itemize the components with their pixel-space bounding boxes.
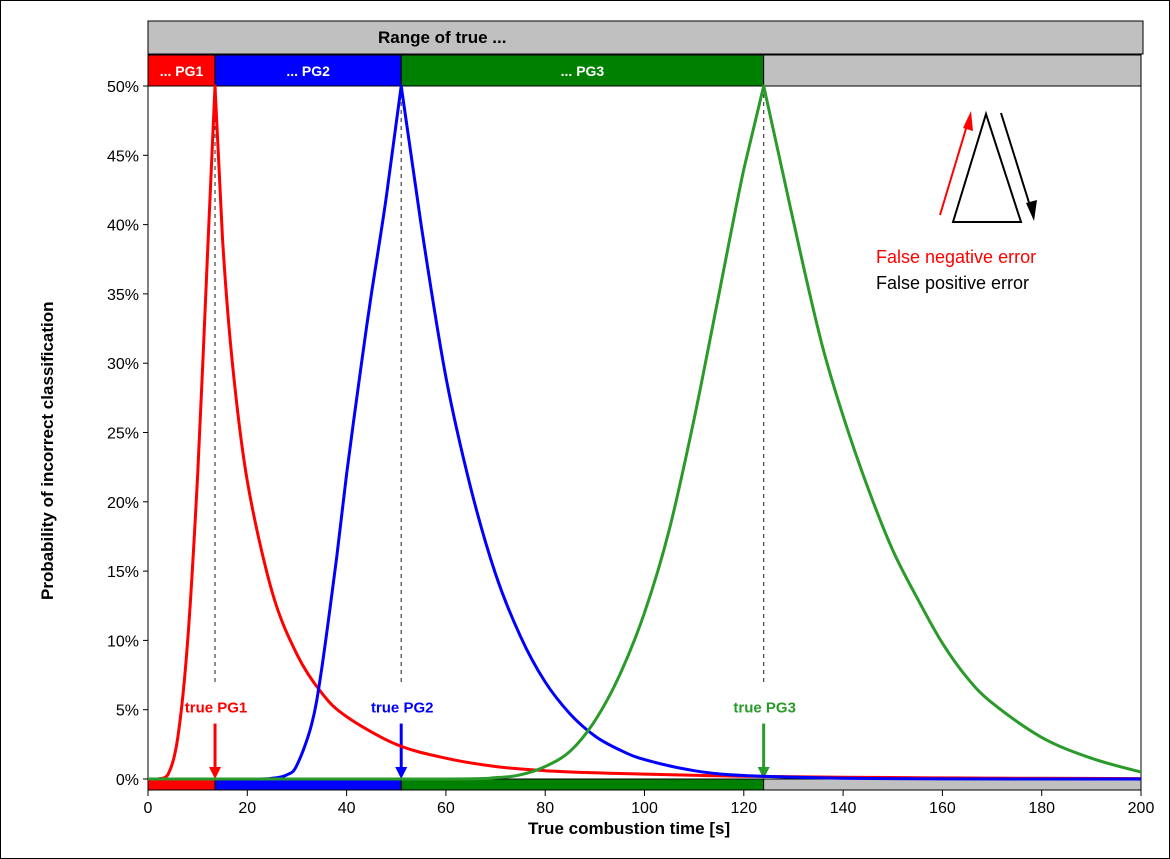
y-tick-label: 30% bbox=[107, 356, 139, 373]
legend-false-positive: False positive error bbox=[876, 273, 1029, 293]
x-tick-label: 200 bbox=[1128, 800, 1155, 817]
x-tick-label: 140 bbox=[830, 800, 857, 817]
x-axis: 0 20 40 60 80 100 120 140 160 180 200 bbox=[144, 790, 1155, 817]
range-band-label-2: ... PG2 bbox=[286, 63, 330, 79]
marker-arrow-head-3 bbox=[757, 767, 770, 779]
y-tick-label: 20% bbox=[107, 495, 139, 512]
false-negative-arrow-head bbox=[963, 111, 973, 131]
y-tick-label: 5% bbox=[116, 703, 139, 720]
false-negative-arrow bbox=[939, 121, 969, 216]
marker-arrow-head-1 bbox=[209, 767, 222, 779]
y-axis-title: Probability of incorrect classification bbox=[38, 301, 57, 600]
marker-arrow-head-2 bbox=[395, 767, 408, 779]
x-tick-label: 180 bbox=[1028, 800, 1055, 817]
true-group-markers: true PG1 true PG2 true PG3 bbox=[185, 86, 796, 779]
range-band-top-4 bbox=[763, 54, 1142, 87]
range-band-bottom-3 bbox=[400, 778, 765, 791]
y-tick-label: 0% bbox=[116, 772, 139, 789]
false-positive-arrow bbox=[1000, 112, 1032, 210]
marker-label-1: true PG1 bbox=[185, 699, 248, 716]
range-bands-bottom bbox=[147, 778, 1142, 791]
range-band-label-1: ... PG1 bbox=[160, 63, 204, 79]
range-band-top-1 bbox=[147, 54, 216, 87]
y-tick-label: 45% bbox=[107, 148, 139, 165]
y-tick-label: 10% bbox=[107, 633, 139, 650]
x-tick-label: 40 bbox=[338, 800, 356, 817]
series-line-1 bbox=[148, 84, 1142, 781]
marker-label-3: true PG3 bbox=[733, 699, 796, 716]
range-band-label-3: ... PG3 bbox=[561, 63, 605, 79]
series-line-2 bbox=[148, 84, 1142, 781]
y-tick-label: 15% bbox=[107, 564, 139, 581]
y-tick-label: 35% bbox=[107, 287, 139, 304]
x-tick-label: 0 bbox=[144, 800, 153, 817]
false-positive-arrow-head bbox=[1026, 200, 1037, 221]
range-band-bottom-4 bbox=[763, 778, 1142, 791]
range-bands-top: ... PG1 ... PG2 ... PG3 bbox=[147, 54, 1142, 87]
x-tick-label: 120 bbox=[730, 800, 757, 817]
y-axis: 0% 5% 10% 15% 20% 25% 30% 35% 40% 45% 50% bbox=[107, 79, 148, 789]
legend-triangle bbox=[951, 110, 1023, 223]
y-tick-label: 25% bbox=[107, 426, 139, 443]
legend-false-negative: False negative error bbox=[876, 247, 1036, 267]
range-header-label: Range of true ... bbox=[378, 28, 506, 47]
series-line-3 bbox=[148, 84, 1142, 781]
y-tick-label: 50% bbox=[107, 79, 139, 96]
x-tick-label: 80 bbox=[536, 800, 554, 817]
range-band-bottom-1 bbox=[147, 778, 216, 791]
range-header-bar bbox=[147, 20, 1144, 55]
x-tick-label: 160 bbox=[929, 800, 956, 817]
y-tick-label: 40% bbox=[107, 218, 139, 235]
range-band-top-2 bbox=[214, 54, 402, 87]
plot-area bbox=[147, 85, 1142, 780]
x-axis-title: True combustion time [s] bbox=[528, 819, 730, 838]
series-lines bbox=[148, 84, 1142, 781]
marker-label-2: true PG2 bbox=[371, 699, 434, 716]
x-tick-label: 60 bbox=[437, 800, 455, 817]
x-tick-label: 20 bbox=[238, 800, 256, 817]
x-tick-label: 100 bbox=[631, 800, 658, 817]
legend-diagram bbox=[939, 110, 1037, 223]
range-band-bottom-2 bbox=[214, 778, 402, 791]
